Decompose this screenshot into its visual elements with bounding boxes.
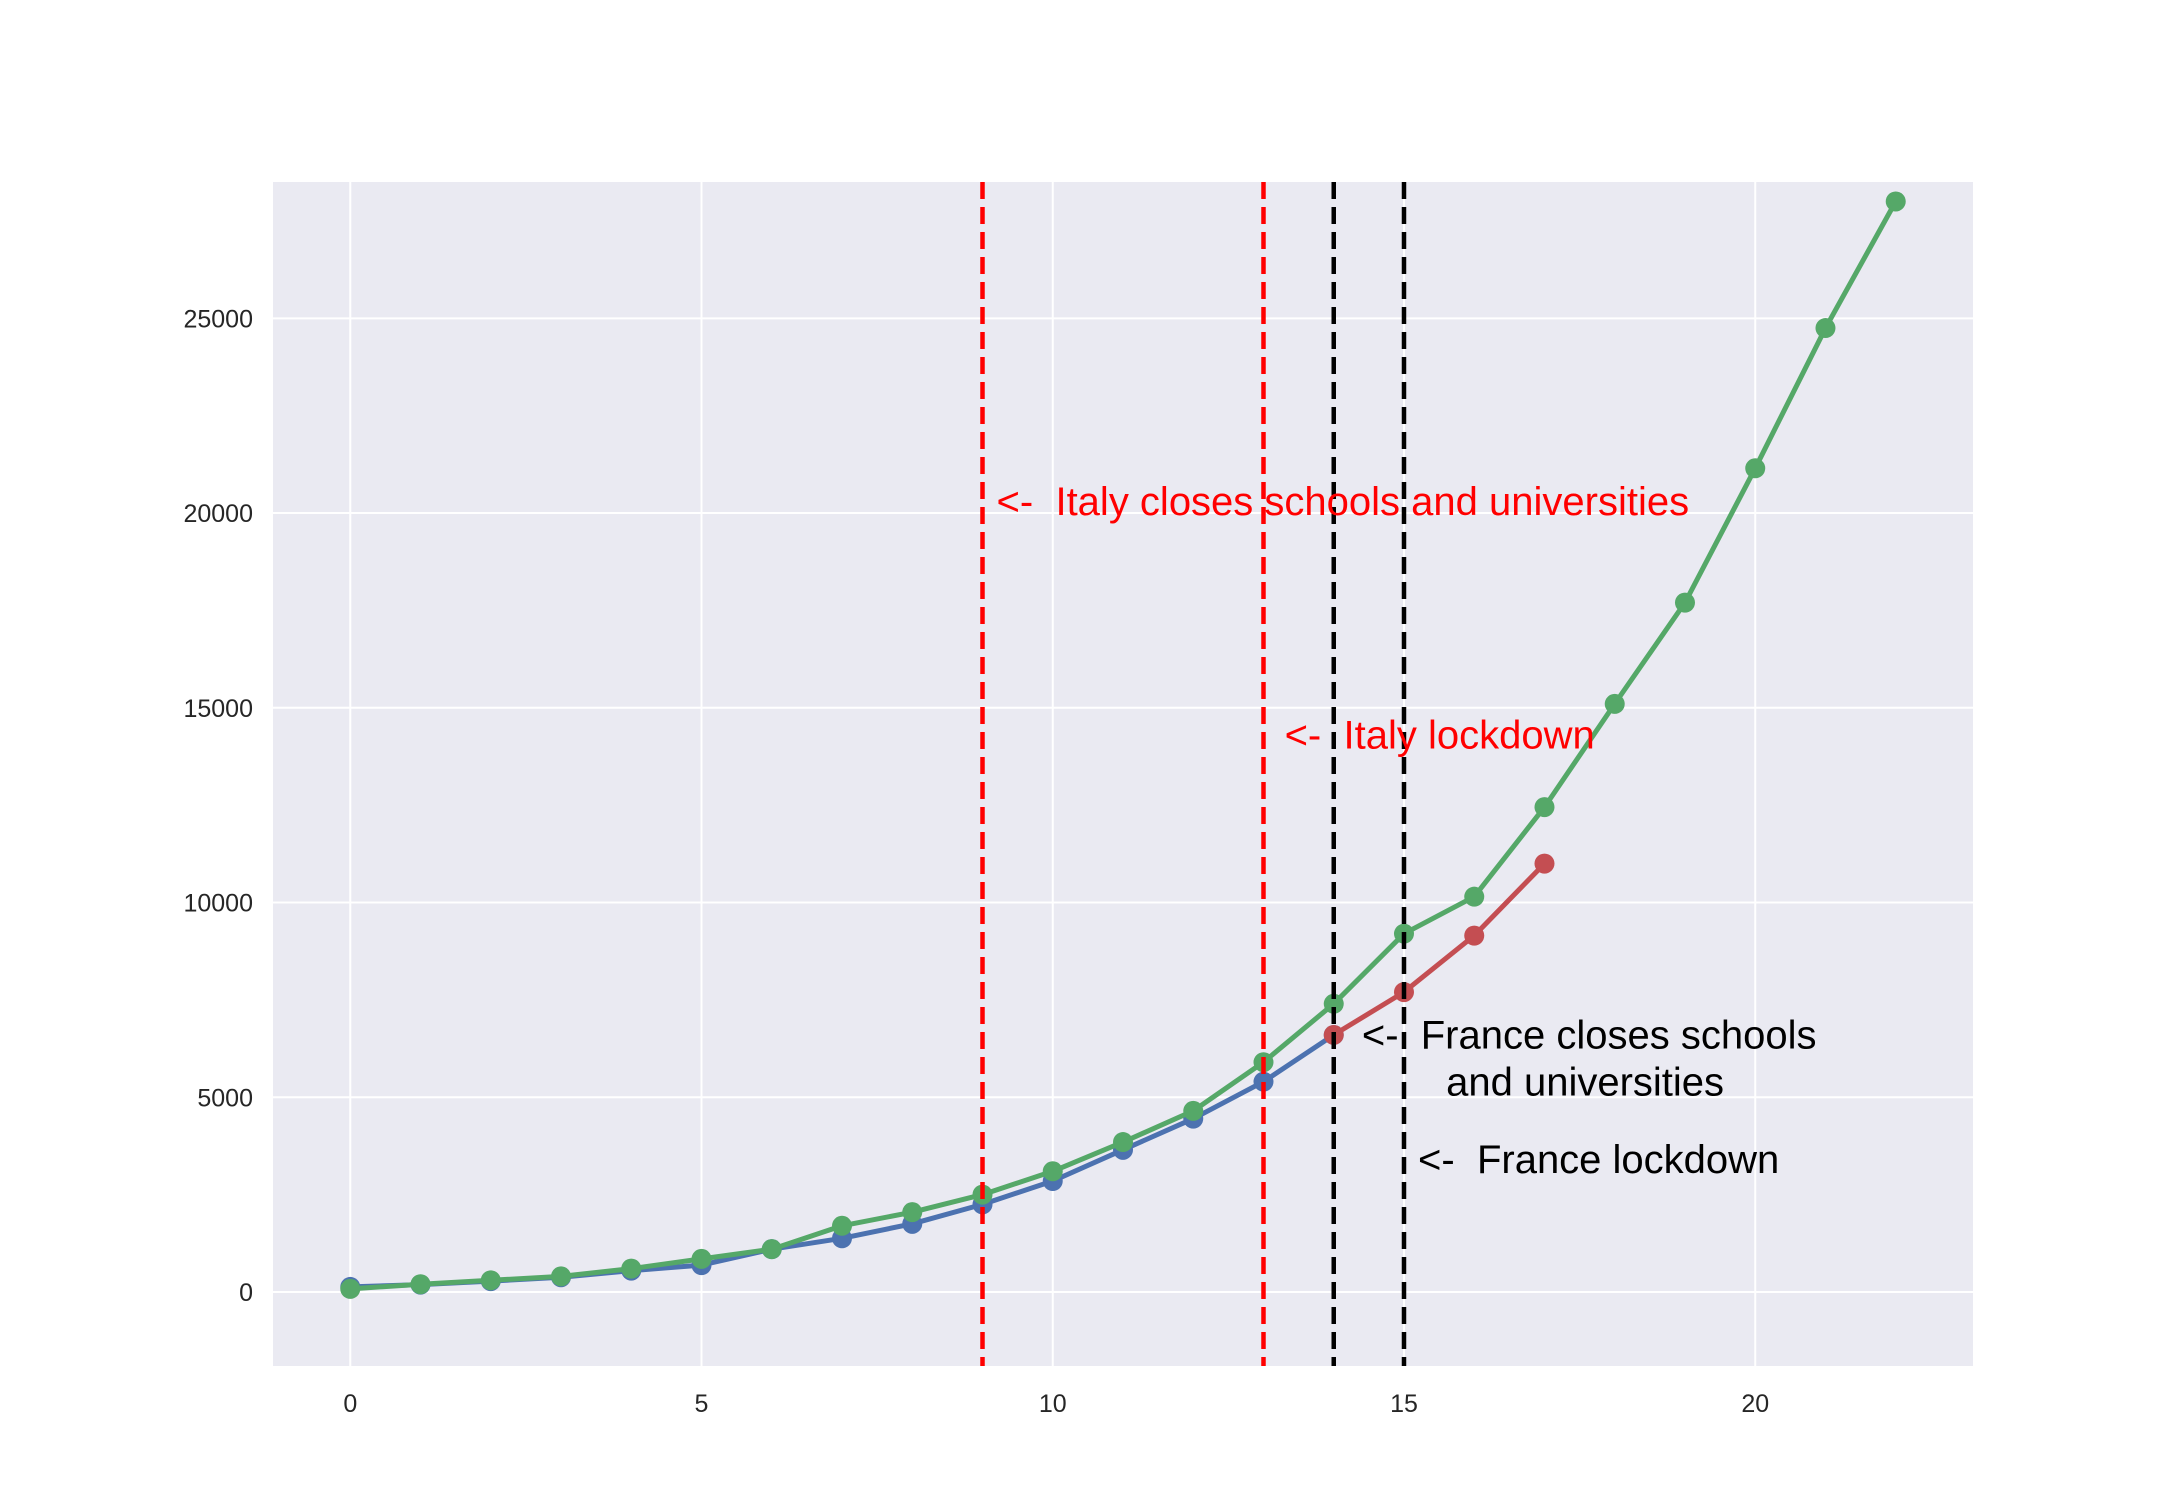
data-point (1885, 191, 1906, 212)
data-point (1253, 1071, 1274, 1092)
data-point (832, 1215, 853, 1236)
data-point (480, 1270, 501, 1291)
series-3 (340, 191, 1906, 1299)
y-tick-label: 10000 (183, 890, 253, 918)
data-point (1042, 1161, 1063, 1182)
annotation-text: <- France closes schools (1362, 1014, 1817, 1058)
annotation-text: <- France lockdown (1418, 1138, 1779, 1182)
x-tick-label: 5 (695, 1390, 709, 1418)
data-point (1464, 925, 1485, 946)
data-point (1464, 886, 1485, 907)
data-point (1534, 797, 1555, 818)
event-annotations: <- Italy closes schools and universities… (997, 480, 1817, 1182)
data-point (1745, 458, 1766, 479)
data-point (761, 1239, 782, 1260)
data-point (1674, 592, 1695, 613)
x-tick-label: 10 (1039, 1390, 1067, 1418)
grid-lines (273, 182, 1973, 1366)
y-tick-label: 0 (239, 1279, 253, 1307)
data-point (1113, 1132, 1133, 1153)
annotation-text: <- Italy closes schools and universities (997, 480, 1690, 524)
series-line (1331, 861, 1547, 1038)
data-point (691, 1248, 712, 1269)
x-tick-label: 15 (1390, 1390, 1418, 1418)
annotation-text: <- Italy lockdown (1285, 714, 1595, 758)
x-tick-label: 20 (1741, 1390, 1769, 1418)
x-axis-tick-labels: 0 5 10 15 20 (343, 1390, 1769, 1418)
data-point (1323, 993, 1344, 1014)
data-point (902, 1202, 923, 1223)
data-point (551, 1266, 572, 1287)
data-point (1815, 318, 1836, 339)
y-tick-label: 20000 (183, 500, 253, 528)
x-tick-label: 0 (343, 1390, 357, 1418)
data-point (340, 1278, 361, 1299)
y-tick-label: 5000 (197, 1084, 253, 1112)
data-point (1183, 1100, 1204, 1121)
series-layer (340, 191, 1906, 1299)
event-lines (980, 182, 1407, 1366)
plot-area (273, 182, 1973, 1366)
data-point (1604, 693, 1625, 714)
y-tick-label: 15000 (183, 695, 253, 723)
y-axis-tick-labels: 0 5000 10000 15000 20000 25000 (183, 305, 253, 1307)
data-point (1534, 853, 1555, 874)
y-tick-label: 25000 (183, 305, 253, 333)
annotation-text: and universities (1446, 1060, 1724, 1104)
data-point (621, 1258, 642, 1279)
data-point (410, 1274, 431, 1295)
